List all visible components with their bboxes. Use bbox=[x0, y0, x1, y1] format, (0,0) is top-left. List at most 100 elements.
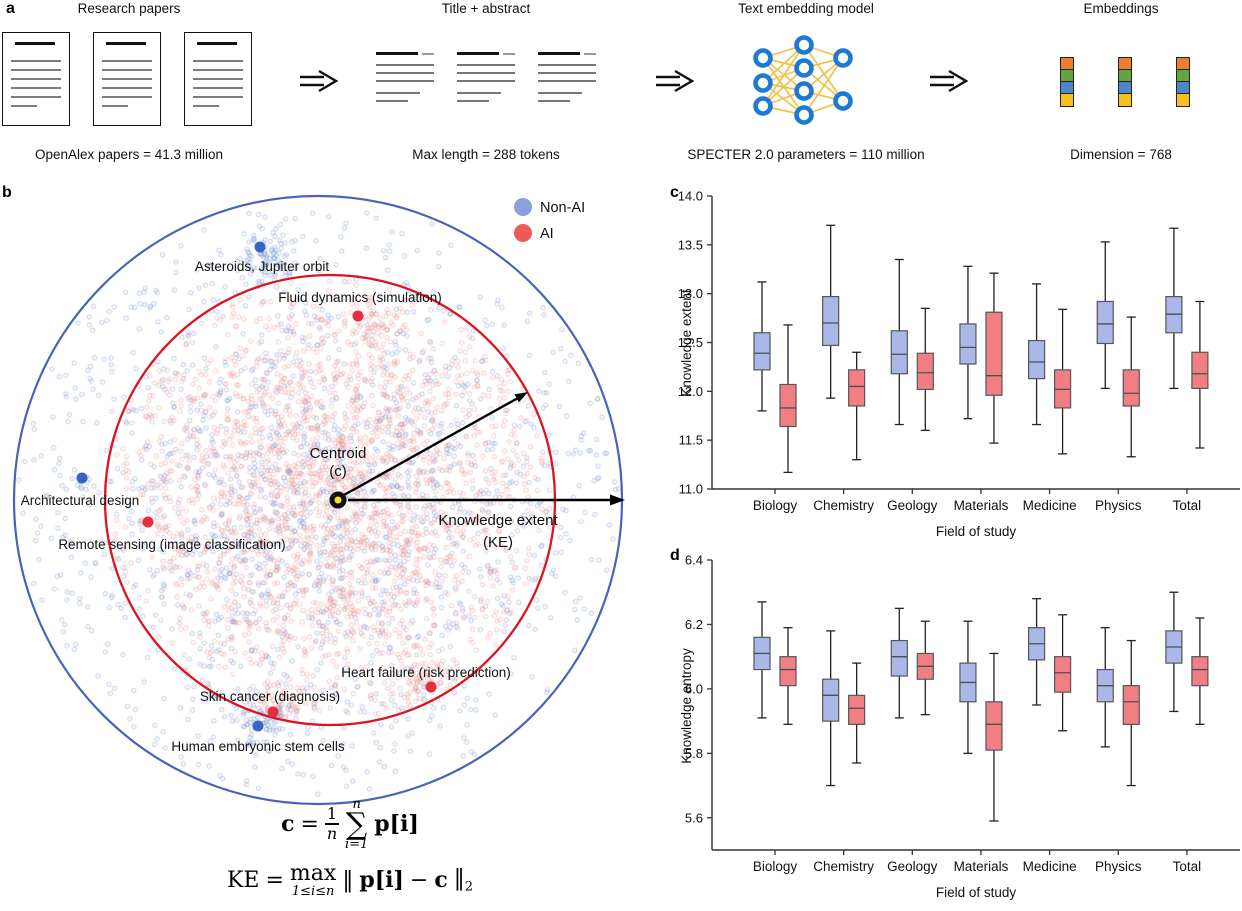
fraction-numerator: 1 bbox=[326, 803, 338, 823]
iqr-box bbox=[1096, 300, 1114, 345]
knowledge-extent-abbrev: (KE) bbox=[483, 534, 513, 551]
centroid-symbol-label: (c) bbox=[329, 463, 347, 480]
vector-term: p[i] bbox=[359, 867, 404, 893]
formula-equals: = bbox=[300, 811, 319, 837]
box-ai-materials bbox=[985, 652, 1003, 822]
text-block-icon bbox=[457, 52, 515, 110]
max-label: max bbox=[289, 860, 337, 886]
annotation-label: Architectural design bbox=[21, 493, 140, 508]
sum-upper-limit: n bbox=[352, 796, 361, 812]
iqr-box bbox=[753, 332, 771, 371]
box-nonai-biology bbox=[753, 601, 771, 719]
iqr-box bbox=[822, 678, 840, 722]
x-tick-label: Medicine bbox=[1023, 498, 1077, 513]
nn-edge bbox=[803, 57, 844, 116]
nn-edge bbox=[762, 44, 805, 107]
nn-node bbox=[753, 96, 773, 116]
flow-arrow-icon bbox=[300, 69, 339, 93]
box-nonai-materials bbox=[959, 620, 977, 754]
embedding-cell bbox=[1119, 82, 1131, 94]
example-point-non_ai bbox=[254, 241, 266, 253]
box-ai-geology bbox=[916, 307, 934, 432]
formula-lhs: c bbox=[281, 811, 295, 837]
iqr-box bbox=[985, 701, 1003, 751]
nn-node bbox=[833, 48, 853, 68]
embedding-cell bbox=[1119, 94, 1131, 106]
box-ai-chemistry bbox=[848, 662, 866, 764]
box-nonai-geology bbox=[890, 258, 908, 426]
y-tick-label: 12.5 bbox=[678, 335, 703, 350]
iqr-box bbox=[985, 311, 1003, 396]
minus-sign: − bbox=[409, 867, 429, 893]
example-point-ai bbox=[267, 706, 279, 718]
embedding-cell bbox=[1061, 94, 1073, 106]
iqr-box bbox=[890, 639, 908, 677]
paper-icon bbox=[93, 32, 161, 126]
centroid-formula: c = 1 n n ∑ i=1 p[i] bbox=[150, 796, 550, 852]
panel-c-label: c bbox=[670, 184, 679, 201]
box-nonai-total bbox=[1165, 227, 1183, 390]
x-axis-label: Field of study bbox=[936, 885, 1017, 900]
y-tick-label: 6.4 bbox=[685, 553, 703, 568]
y-tick-label: 11.5 bbox=[679, 433, 703, 448]
embedding-cell bbox=[1119, 70, 1131, 82]
x-tick-label: Medicine bbox=[1023, 859, 1077, 874]
norm-subscript: 2 bbox=[464, 879, 473, 895]
nn-edge bbox=[803, 44, 844, 102]
text-block-icon bbox=[538, 52, 596, 110]
x-tick-label: Materials bbox=[954, 498, 1009, 513]
legend-ai-label: AI bbox=[540, 226, 554, 242]
y-tick-label: 11.0 bbox=[679, 482, 703, 497]
embedding-vector-icon bbox=[1118, 57, 1132, 107]
embedding-cell bbox=[1177, 58, 1189, 70]
knowledge-extent-formula: KE = max 1≤i≤n ‖ p[i] − c ‖2 bbox=[140, 854, 560, 906]
box-nonai-physics bbox=[1096, 241, 1114, 390]
iqr-box bbox=[848, 694, 866, 725]
radius-arrow bbox=[343, 396, 519, 497]
annotation-label: Heart failure (risk prediction) bbox=[341, 665, 511, 680]
x-tick-label: Biology bbox=[753, 859, 798, 874]
embedding-vector-icon bbox=[1176, 57, 1190, 107]
iqr-box bbox=[822, 295, 840, 347]
embedding-cell bbox=[1119, 58, 1131, 70]
iqr-box bbox=[779, 383, 797, 428]
nn-node bbox=[794, 105, 814, 125]
stage-title: Text embedding model bbox=[738, 1, 874, 16]
embedding-cell bbox=[1061, 70, 1073, 82]
y-tick-label: 6.0 bbox=[685, 681, 703, 696]
stage-title-abstract: Title + abstract Max length = 288 tokens bbox=[360, 0, 612, 180]
stage-embeddings: Embeddings Dimension = 768 bbox=[1000, 0, 1242, 180]
centroid-marker bbox=[329, 491, 347, 509]
y-axis-label: Knowledge entropy bbox=[679, 648, 694, 764]
y-tick-label: 13.0 bbox=[678, 286, 703, 301]
arrowhead-icon bbox=[514, 392, 528, 403]
box-ai-materials bbox=[985, 272, 1003, 444]
research-papers-icons bbox=[2, 32, 252, 126]
y-tick-label: 5.6 bbox=[685, 810, 703, 825]
nn-node bbox=[794, 35, 814, 55]
neural-network-icon bbox=[753, 35, 853, 125]
legend-nonai-dot bbox=[514, 198, 532, 216]
panel-d-label: d bbox=[670, 547, 680, 564]
embedding-vector-icon bbox=[1060, 57, 1074, 107]
example-point-non_ai bbox=[252, 720, 264, 732]
nn-node bbox=[794, 81, 814, 101]
x-tick-label: Total bbox=[1173, 498, 1202, 513]
x-tick-label: Chemistry bbox=[813, 498, 874, 513]
norm-open: ‖ bbox=[342, 867, 354, 893]
max-subscript: 1≤i≤n bbox=[291, 883, 335, 899]
box-nonai-chemistry bbox=[822, 630, 840, 787]
norm-close: ‖2 bbox=[453, 865, 473, 895]
iqr-box bbox=[1054, 656, 1072, 693]
paper-icon bbox=[2, 32, 70, 126]
fraction: 1 n bbox=[324, 803, 339, 844]
fraction-denominator: n bbox=[326, 824, 338, 844]
stage-research-papers: Research papers OpenAlex papers = 41.3 m… bbox=[2, 0, 256, 180]
formula-rhs: p[i] bbox=[374, 811, 419, 837]
knowledge-extent-label: Knowledge extent bbox=[438, 512, 558, 529]
box-nonai-biology bbox=[753, 281, 771, 412]
box-nonai-medicine bbox=[1028, 283, 1046, 426]
paper-icon bbox=[184, 32, 252, 126]
knowledge-entropy-boxplot: 6.4 6.2 6.0 5.8 5.6 Biology Chemistry Geology Ma… bbox=[685, 553, 1240, 900]
